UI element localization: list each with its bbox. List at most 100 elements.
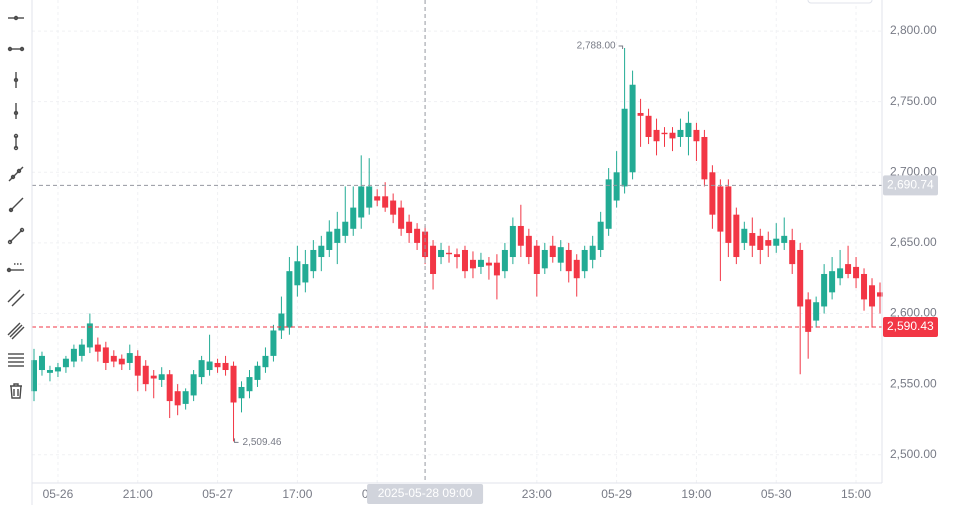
candle-body xyxy=(38,355,45,371)
tool-delete[interactable] xyxy=(10,383,22,399)
candle-body xyxy=(757,235,764,250)
candle-body xyxy=(501,249,508,272)
candle-body xyxy=(869,285,876,307)
candle-body xyxy=(645,115,652,137)
candle-body xyxy=(485,262,492,266)
y-tick-label: 2,550.00 xyxy=(890,376,937,390)
candle-body xyxy=(861,273,868,300)
candle-body xyxy=(789,240,796,265)
candle-body xyxy=(214,362,221,368)
last-price-label: 2,590.43 xyxy=(887,319,934,333)
candle-body xyxy=(733,214,740,258)
candle-body xyxy=(717,186,724,232)
candle-body xyxy=(821,273,828,307)
candle-body xyxy=(637,112,644,116)
candle-body xyxy=(621,108,628,187)
candle-body xyxy=(31,360,37,392)
x-tick-label: 19:00 xyxy=(681,487,711,501)
candle-body xyxy=(773,238,780,246)
candle-body xyxy=(709,172,716,215)
candle-body xyxy=(725,186,732,243)
tool-horizontal-line[interactable] xyxy=(8,15,24,21)
y-tick-label: 2,800.00 xyxy=(890,23,937,37)
candle-body xyxy=(142,365,149,385)
x-tick-label: 17:00 xyxy=(282,487,312,501)
candle-body xyxy=(430,245,437,274)
candle-body xyxy=(70,348,77,362)
y-tick-label: 2,700.00 xyxy=(890,164,937,178)
candle-body xyxy=(573,259,580,279)
candle-body xyxy=(661,132,668,135)
candle-body xyxy=(54,367,61,372)
candle-body xyxy=(294,261,301,286)
tool-trend-line[interactable] xyxy=(8,166,24,182)
candle-body xyxy=(150,375,157,379)
tool-pitchfork[interactable] xyxy=(7,322,25,340)
candle-body xyxy=(741,228,748,243)
tool-price-label[interactable] xyxy=(6,263,25,273)
x-tick-label: 05-30 xyxy=(761,487,792,501)
crosshair-date-tag xyxy=(367,484,484,504)
candle-body xyxy=(685,122,692,137)
tool-horizontal-ray[interactable] xyxy=(7,46,25,52)
tool-segment[interactable] xyxy=(7,227,25,245)
tool-vertical-segment[interactable] xyxy=(13,133,19,151)
candle-body xyxy=(677,129,684,137)
candle-body xyxy=(565,249,572,272)
candle-body xyxy=(374,196,381,201)
candle-body xyxy=(334,228,341,243)
candle-body xyxy=(533,245,540,274)
candle-body xyxy=(541,249,548,269)
candle-body xyxy=(837,268,844,279)
toolbar xyxy=(6,15,25,399)
candle-body xyxy=(230,365,237,403)
candle-body xyxy=(853,266,860,279)
candle-body xyxy=(653,129,660,142)
candle-body xyxy=(549,245,556,258)
x-tick-label: 23:00 xyxy=(522,487,552,501)
x-tick-label: 21:00 xyxy=(123,487,153,501)
candle-body xyxy=(517,225,524,246)
crosshair-price-tag xyxy=(883,175,938,196)
min-label: 2,509.46 xyxy=(243,437,282,448)
x-tick-label: 05-26 xyxy=(43,487,74,501)
candle-body xyxy=(238,386,245,399)
candle-body xyxy=(597,221,604,250)
candle-body xyxy=(126,353,133,363)
candle-body xyxy=(493,262,500,276)
max-marker xyxy=(618,45,624,50)
last-price-tag xyxy=(883,317,938,338)
y-tick-label: 2,600.00 xyxy=(890,306,937,320)
candle-body xyxy=(94,344,101,352)
tool-parallel-channel[interactable] xyxy=(7,289,25,307)
tool-fib[interactable] xyxy=(8,353,24,367)
candle-body xyxy=(366,186,373,208)
candle-body xyxy=(310,249,317,272)
tool-vertical-ray[interactable] xyxy=(13,103,19,119)
candle-body xyxy=(422,231,429,258)
corner-button[interactable] xyxy=(807,0,873,4)
candle-body xyxy=(398,207,405,229)
tool-vertical-line[interactable] xyxy=(13,72,19,88)
candle-body xyxy=(469,259,476,269)
candle-body xyxy=(78,344,85,356)
candle-body xyxy=(286,271,293,328)
crosshair-date-label: 2025-05-28 09:00 xyxy=(378,486,473,500)
candle-body xyxy=(318,245,325,258)
candle-body xyxy=(525,235,532,258)
tool-ray[interactable] xyxy=(8,197,24,213)
candle-body xyxy=(797,249,804,307)
candle-body xyxy=(118,358,125,365)
candle-body xyxy=(342,221,349,236)
candle-body xyxy=(46,370,53,373)
crosshair-price-label: 2,690.74 xyxy=(887,178,934,192)
candle-body xyxy=(406,221,413,234)
candle-body xyxy=(110,355,117,362)
candle-body xyxy=(390,200,397,215)
candle-body xyxy=(629,84,636,173)
x-tick-label: 05-27 xyxy=(202,487,233,501)
x-tick-label: 05-29 xyxy=(601,487,632,501)
candle-body xyxy=(254,365,261,380)
